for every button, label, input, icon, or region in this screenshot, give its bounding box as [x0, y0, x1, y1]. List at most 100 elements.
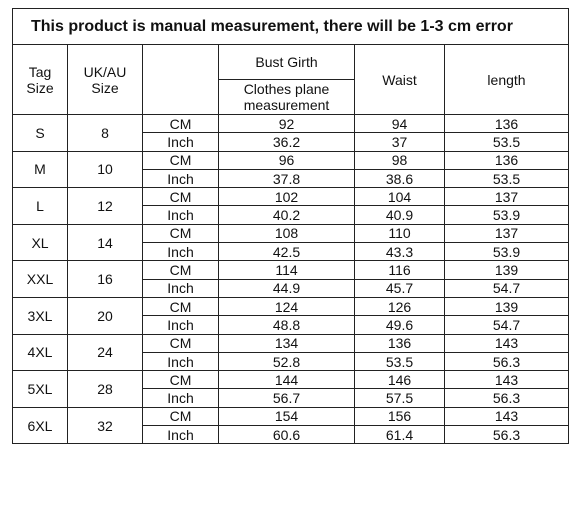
- measurement: 37.8: [218, 168, 355, 189]
- measurement: 38.6: [354, 168, 445, 189]
- measurement: 53.5: [354, 351, 445, 372]
- measurement: 136: [354, 333, 445, 353]
- header-cell: Bust Girth: [218, 44, 355, 80]
- table-body: This product is manual measurement, ther…: [11, 8, 569, 445]
- header-text: Tag Size: [26, 63, 54, 96]
- measurement: 108: [218, 223, 355, 244]
- data-row: XXL 16 CM 114 116 139: [12, 260, 569, 298]
- data-row: M 10 CM 96 98 136: [12, 150, 569, 189]
- title: This product is manual measurement, ther…: [11, 8, 569, 45]
- unit: CM: [142, 370, 219, 390]
- uk-au-size: 20: [67, 296, 143, 335]
- uk-au-size: 28: [67, 370, 143, 408]
- measurement: 45.7: [354, 278, 445, 298]
- tag-size: 3XL: [12, 296, 68, 335]
- measurement: 124: [218, 296, 355, 317]
- data-row: L 12 CM 102 104 137: [12, 187, 569, 225]
- data-row: 6XL 32 CM 154 156 143: [12, 406, 569, 445]
- uk-au-size: 8: [67, 114, 143, 152]
- tag-size: XXL: [12, 260, 68, 298]
- measurement: 40.2: [218, 205, 355, 225]
- measurement: 92: [218, 113, 355, 134]
- measurement: 137: [443, 187, 569, 207]
- measurement: 98: [354, 150, 445, 170]
- uk-au-size: 32: [67, 406, 143, 445]
- unit: CM: [142, 150, 219, 170]
- tag-size: L: [12, 187, 68, 225]
- measurement: 126: [354, 296, 445, 317]
- data-row: Inch 44.9 45.7 54.7: [13, 278, 569, 298]
- unit: CM: [142, 406, 219, 427]
- measurement: 48.8: [218, 315, 355, 335]
- measurement: 61.4: [354, 425, 445, 445]
- measurement: 52.8: [218, 351, 355, 372]
- measurement: 53.9: [443, 205, 569, 225]
- data-row: 3XL 20 CM 124 126 139: [12, 296, 569, 335]
- measurement: 54.7: [443, 278, 569, 298]
- measurement: 36.2: [218, 132, 355, 152]
- unit: Inch: [142, 205, 219, 225]
- header-cell: UK/AU Size: [67, 44, 143, 115]
- measurement: 56.7: [218, 388, 355, 408]
- tag-size: 5XL: [12, 370, 68, 408]
- measurement: 154: [218, 406, 355, 427]
- header-text: UK/AU Size: [83, 63, 127, 96]
- measurement: 57.5: [354, 388, 445, 408]
- measurement: 134: [218, 333, 355, 353]
- measurement: 37: [354, 132, 445, 152]
- measurement: 110: [354, 223, 445, 244]
- size-table: This product is manual measurement, ther…: [11, 8, 569, 445]
- measurement: 144: [218, 370, 355, 390]
- measurement: 114: [218, 260, 355, 280]
- data-row: Inch 42.5 43.3 53.9: [13, 242, 569, 262]
- unit: CM: [142, 333, 219, 353]
- header-cell: Waist: [354, 44, 445, 115]
- measurement: 54.7: [443, 315, 569, 335]
- measurement: 116: [354, 260, 445, 280]
- data-row: Inch 36.2 37 53.5: [13, 132, 569, 152]
- measurement: 156: [354, 406, 445, 427]
- measurement: 53.5: [443, 132, 569, 152]
- header-cell: length: [443, 44, 569, 115]
- tag-size: S: [12, 114, 68, 152]
- uk-au-size: 16: [67, 260, 143, 298]
- unit: Inch: [142, 168, 219, 189]
- measurement: 44.9: [218, 278, 355, 298]
- measurement: 137: [443, 223, 569, 244]
- measurement: 143: [443, 333, 569, 353]
- measurement: 146: [354, 370, 445, 390]
- unit: Inch: [142, 242, 219, 262]
- measurement: 139: [443, 296, 569, 317]
- measurement: 49.6: [354, 315, 445, 335]
- unit: CM: [142, 223, 219, 244]
- tag-size: 4XL: [12, 333, 68, 372]
- data-row: XL 14 CM 108 110 137: [12, 223, 569, 262]
- measurement: 56.3: [443, 425, 569, 445]
- uk-au-size: 14: [67, 223, 143, 262]
- unit: CM: [142, 113, 219, 134]
- data-row: Inch 60.6 61.4 56.3: [13, 425, 569, 445]
- unit: CM: [142, 260, 219, 280]
- data-row: S 8 CM 92 94 136: [12, 113, 569, 152]
- measurement: 136: [443, 113, 569, 134]
- data-row: Inch 52.8 53.5 56.3: [13, 351, 569, 372]
- uk-au-size: 24: [67, 333, 143, 372]
- header-row: Tag Size UK/AU Size Bust Girth Waist len…: [12, 44, 569, 115]
- unit: Inch: [142, 425, 219, 445]
- measurement: 42.5: [218, 242, 355, 262]
- uk-au-size: 12: [67, 187, 143, 225]
- measurement: 94: [354, 113, 445, 134]
- measurement: 136: [443, 150, 569, 170]
- measurement: 53.9: [443, 242, 569, 262]
- unit: Inch: [142, 388, 219, 408]
- measurement: 60.6: [218, 425, 355, 445]
- data-row: 5XL 28 CM 144 146 143: [12, 370, 569, 408]
- tag-size: XL: [12, 223, 68, 262]
- unit: CM: [142, 187, 219, 207]
- measurement: 143: [443, 406, 569, 427]
- header-cell: [142, 44, 219, 115]
- tag-size: M: [12, 150, 68, 189]
- measurement: 43.3: [354, 242, 445, 262]
- measurement: 139: [443, 260, 569, 280]
- unit: CM: [142, 296, 219, 317]
